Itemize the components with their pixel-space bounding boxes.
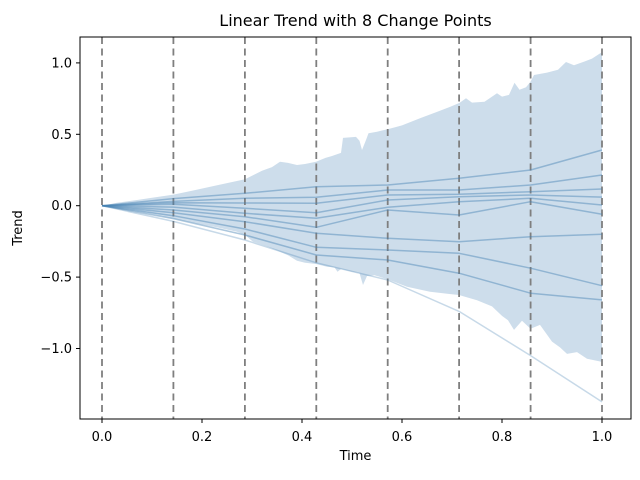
trend-sample-1 [101,149,603,207]
trend-sample-6 [101,200,603,229]
uncertainty-band [102,52,602,362]
y-tick-label-3: −0.5 [40,271,72,286]
chart-title: Linear Trend with 8 Change Points [219,11,491,30]
trend-sample-2 [101,174,603,207]
trend-sample-8 [101,204,603,287]
trend-sample-10 [101,204,603,403]
axes-spines [79,36,632,420]
trend-sample-7 [101,204,603,243]
trend-sample-3 [101,188,603,207]
x-tick-label-5: 1.0 [592,430,613,445]
x-tick-label-4: 0.8 [492,430,513,445]
y-tick-label-0: 1.0 [51,56,72,71]
y-tick-label-1: 0.5 [51,128,72,143]
x-tick-label-1: 0.2 [192,430,213,445]
x-axis-label: Time [339,449,372,464]
x-tick-label-2: 0.4 [292,430,313,445]
x-tick-label-0: 0.0 [92,430,113,445]
y-axis-label: Trend [11,210,26,247]
trend-sample-5 [101,197,603,220]
y-tick-label-4: −1.0 [40,342,72,357]
trend-sample-9 [101,204,603,301]
x-tick-label-3: 0.6 [392,430,413,445]
y-tick-label-2: 0.0 [51,199,72,214]
trend-sample-4 [101,194,603,214]
